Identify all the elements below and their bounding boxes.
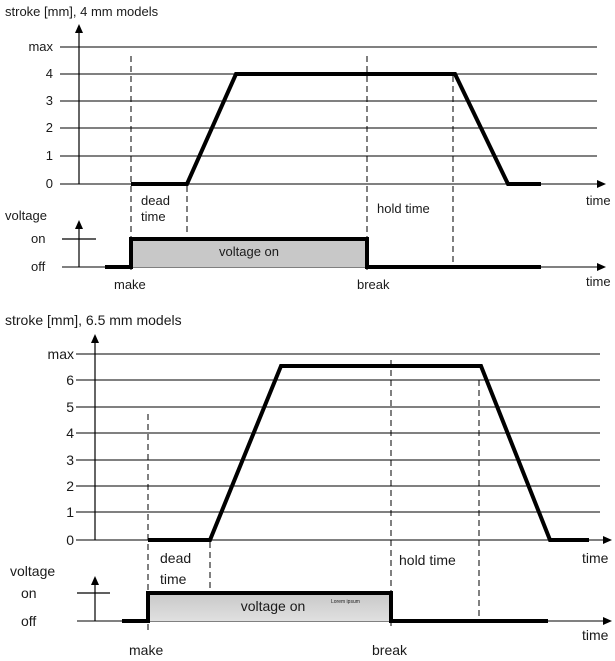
voltage-curve <box>105 237 541 269</box>
voltage-axis-arrow <box>91 576 99 585</box>
stroke-tick-max: max <box>48 346 74 362</box>
diagram-6-5mm: stroke [mm], 6.5 mm models max 6 5 4 3 2… <box>5 312 612 658</box>
voltage-tick-off-label: off <box>31 259 46 274</box>
stroke-tick-2: 2 <box>46 120 53 135</box>
time-axis-voltage-arrow <box>597 263 606 271</box>
stroke-tick-3: 3 <box>66 452 74 468</box>
time-label-stroke: time <box>582 550 609 566</box>
stroke-tick-4: 4 <box>46 66 53 81</box>
stroke-tick-2: 2 <box>66 478 74 494</box>
voltage-on-label: voltage on <box>219 244 279 259</box>
make-label: make <box>114 277 146 292</box>
stroke-axis-arrow <box>75 24 83 33</box>
voltage-tick-off-label: off <box>21 613 36 629</box>
stroke-tick-4: 4 <box>66 425 74 441</box>
voltage-curve <box>122 591 548 623</box>
voltage-tick-on-label: on <box>31 231 45 246</box>
time-axis-arrow <box>597 180 606 188</box>
break-label: break <box>372 642 408 658</box>
stroke-tick-1: 1 <box>46 148 53 163</box>
stroke-tick-0: 0 <box>46 176 53 191</box>
stroke-tick-1: 1 <box>66 504 74 520</box>
make-label: make <box>129 642 163 658</box>
voltage-tick-on-label: on <box>21 585 37 601</box>
time-label-voltage: time <box>582 627 609 643</box>
dead-time-label-line1: dead <box>160 550 191 566</box>
diagram-4mm: stroke [mm], 4 mm models max 4 3 2 1 0 d… <box>5 4 611 292</box>
voltage-on-region <box>148 593 391 621</box>
stroke-curve <box>131 72 541 186</box>
stroke-axis-arrow <box>91 334 99 343</box>
time-axis-voltage-arrow <box>603 617 612 625</box>
stroke-tick-0: 0 <box>66 532 74 548</box>
stroke-tick-5: 5 <box>66 399 74 415</box>
break-label: break <box>357 277 390 292</box>
time-axis-arrow <box>603 536 612 544</box>
stroke-tick-3: 3 <box>46 93 53 108</box>
stroke-tick-max: max <box>28 39 53 54</box>
stroke-axis-title: stroke [mm], 4 mm models <box>5 4 159 19</box>
dead-time-label-line2: time <box>160 571 187 587</box>
hold-time-label: hold time <box>377 201 430 216</box>
voltage-axis-title: voltage <box>10 563 55 579</box>
time-label-stroke: time <box>586 193 611 208</box>
voltage-on-label: voltage on <box>241 598 306 614</box>
voltage-on-region <box>131 239 367 267</box>
voltage-note: Lorem ipsum <box>331 599 360 605</box>
time-label-voltage: time <box>586 274 611 289</box>
stroke-axis-title: stroke [mm], 6.5 mm models <box>5 312 182 328</box>
stroke-tick-6: 6 <box>66 372 74 388</box>
voltage-axis-title: voltage <box>5 208 47 223</box>
hold-time-label: hold time <box>399 552 456 568</box>
dead-time-label-line2: time <box>141 209 166 224</box>
dead-time-label-line1: dead <box>141 193 170 208</box>
stroke-curve <box>148 364 589 542</box>
voltage-axis-arrow <box>75 220 83 229</box>
